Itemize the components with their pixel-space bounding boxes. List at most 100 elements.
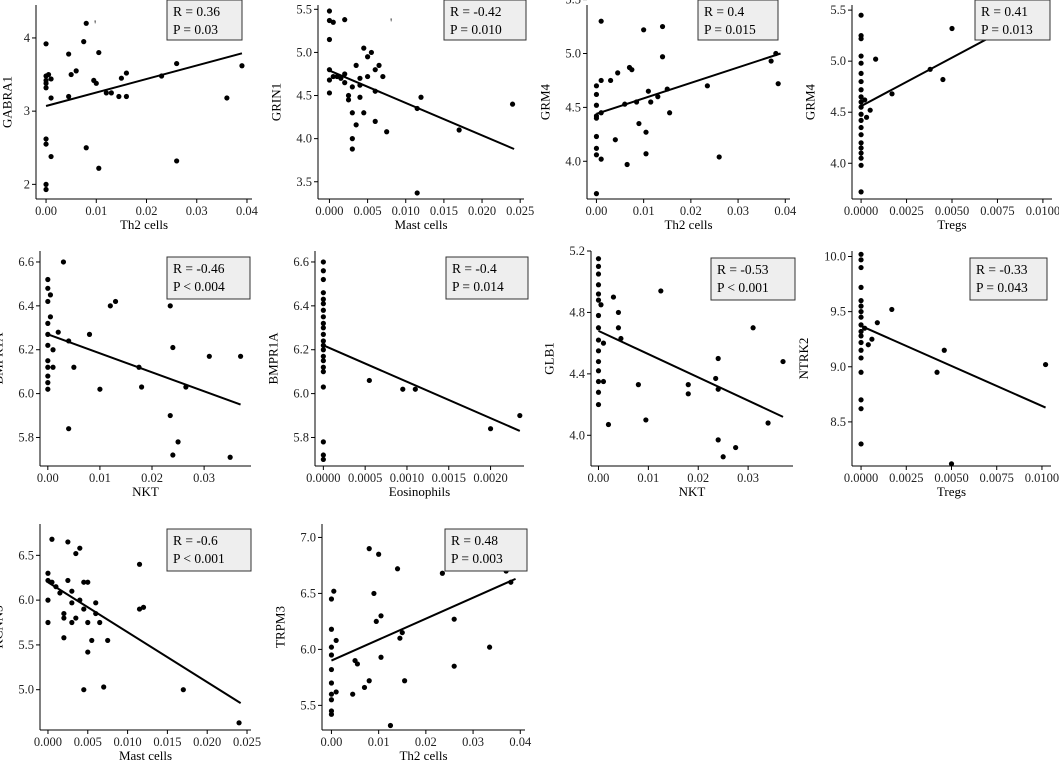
stat-box [697,0,779,41]
x-tick-label: 0.0000 [844,471,878,485]
data-point [320,331,326,337]
data-point [636,120,642,127]
data-point [593,145,600,151]
y-tick-label: 6.6 [293,255,309,269]
data-point [349,136,355,142]
data-point [858,12,864,18]
y-axis-title: GRM4 [803,83,818,120]
data-point [858,328,864,335]
y-tick-label: 5.5 [300,698,316,712]
y-tick-label: 5.2 [569,244,585,258]
data-point [43,41,49,47]
x-axis-title: Tregs [937,217,966,232]
data-point [384,129,390,135]
data-point [65,577,71,584]
data-point [320,439,326,445]
data-point [412,386,418,392]
data-point [43,85,49,91]
data-point [378,613,384,619]
data-point [641,27,647,33]
data-point [93,600,99,606]
data-point [371,590,377,597]
x-tick-label: 0.00 [35,204,57,218]
data-point [69,588,75,594]
r-value: R = -0.4 [452,261,497,276]
data-point [858,314,864,320]
x-tick-label: 0.025 [233,735,261,749]
data-point [328,711,335,717]
data-point [320,325,326,331]
data-point [320,384,326,390]
data-point [320,290,326,296]
data-point [45,577,51,584]
x-tick-label: 0.00 [586,204,608,218]
data-point [635,382,641,388]
data-point [858,111,864,117]
data-point [858,303,864,309]
data-point [593,133,600,140]
data-point [373,618,379,625]
y-tick-label: 4.5 [565,100,581,114]
y-tick-label: 5.0 [830,54,846,68]
p-value: P = 0.010 [450,22,502,37]
data-point [61,610,67,617]
data-point [65,539,71,545]
x-tick-label: 0.01 [85,204,107,218]
x-tick-label: 0.0100 [1025,471,1059,485]
x-tick-label: 0.02 [680,204,702,218]
data-point [73,550,79,557]
x-tick-label: 0.0050 [935,204,969,218]
x-tick-label: 0.0010 [390,471,424,485]
x-tick-label: 0.020 [193,735,221,749]
data-point [85,579,91,585]
x-axis-title: NKT [132,484,159,499]
data-point [593,102,600,108]
data-point [645,88,651,94]
data-point [45,276,51,283]
r-value: R = 0.4 [704,4,744,19]
data-point [345,97,352,103]
x-tick-label: 0.03 [186,204,208,218]
data-point [73,68,79,74]
data-point [354,661,361,667]
data-point [69,619,75,626]
data-point [81,606,87,612]
data-point [96,165,102,171]
data-point [593,191,600,197]
x-axis-title: Th2 cells [120,217,168,232]
x-tick-label: 0.000 [34,735,62,749]
data-point [615,325,622,331]
data-point [320,369,326,375]
data-point [71,364,77,370]
data-point [456,127,462,133]
y-tick-label: 5.0 [296,45,312,59]
x-tick-label: 0.03 [193,471,215,485]
data-point [93,80,99,86]
data-point [934,369,940,375]
x-tick-label: 0.0000 [306,471,340,485]
data-point [45,619,51,626]
data-point [353,62,359,68]
data-point [593,152,600,158]
data-point [380,73,386,80]
data-point [349,84,355,90]
regression-line [47,333,241,406]
data-point [366,546,372,552]
data-point [858,347,864,353]
data-point [103,90,109,96]
data-point [68,71,74,78]
data-point [357,94,363,100]
data-point [174,158,180,164]
data-point [320,314,326,320]
data-point [648,99,654,105]
data-point [858,87,864,93]
data-point [372,67,378,73]
data-point [85,649,91,655]
data-point [615,70,621,76]
data-point [889,91,895,97]
data-point [658,288,664,294]
y-tick-label: 5.5 [830,3,846,17]
data-point [320,296,326,302]
x-tick-label: 0.0015 [432,471,466,485]
x-tick-label: 0.015 [430,204,458,218]
